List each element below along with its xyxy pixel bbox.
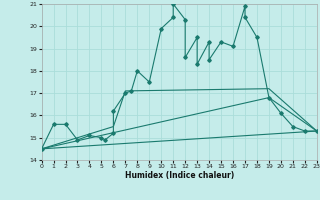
- X-axis label: Humidex (Indice chaleur): Humidex (Indice chaleur): [124, 171, 234, 180]
